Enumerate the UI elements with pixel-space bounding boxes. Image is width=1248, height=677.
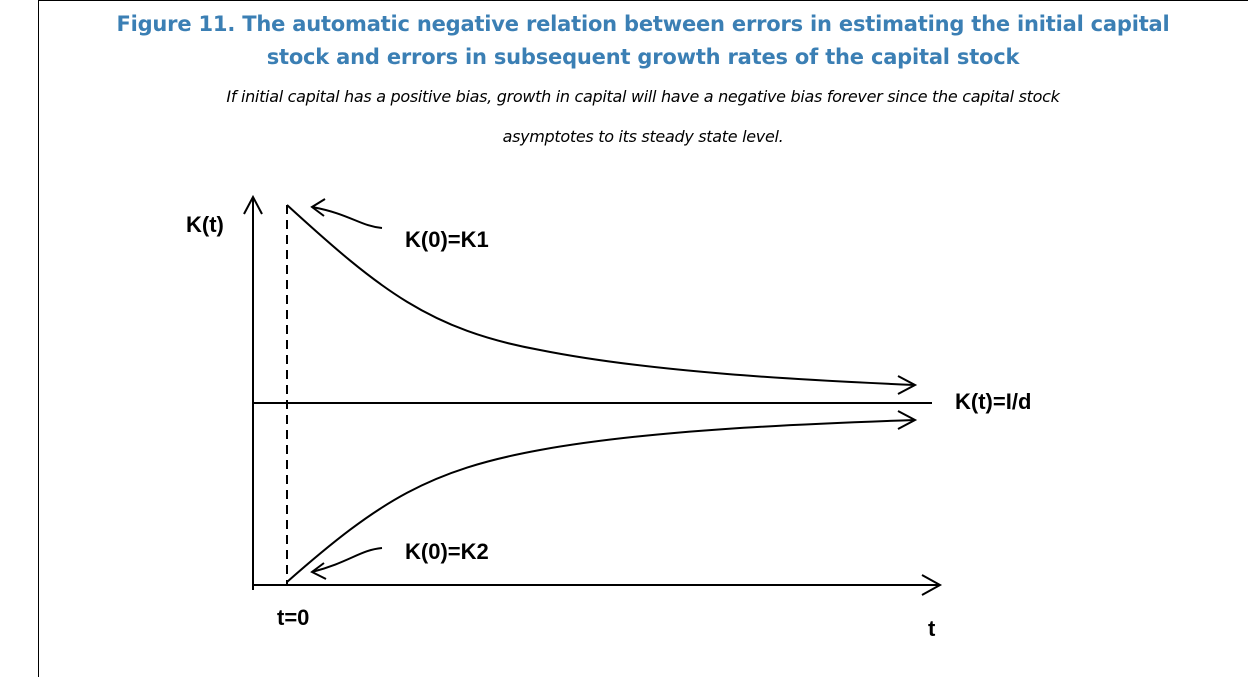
y-axis-arrow xyxy=(243,194,263,215)
steady-state-label: K(t)=I/d xyxy=(955,389,1031,414)
figure-title: Figure 11. The automatic negative relati… xyxy=(116,12,1170,36)
upper-curve xyxy=(286,204,916,386)
upper-curve-arrow xyxy=(897,375,918,395)
y-axis-label: K(t) xyxy=(186,212,224,237)
x-axis-arrow xyxy=(921,574,943,596)
pointer-arrow xyxy=(311,547,383,573)
lower-curve xyxy=(286,419,916,583)
figure-title: stock and errors in subsequent growth ra… xyxy=(266,45,1020,69)
lower-curve-label: K(0)=K2 xyxy=(405,539,489,564)
figure-frame xyxy=(38,0,1248,677)
figure-subtitle: asymptotes to its steady state level. xyxy=(502,127,784,146)
pointer-arrowhead xyxy=(310,198,326,217)
x-axis-label: t xyxy=(928,616,936,641)
origin-label: t=0 xyxy=(277,605,309,630)
lower-curve-arrow xyxy=(897,410,918,430)
pointer-arrowhead xyxy=(310,562,327,580)
figure-subtitle: If initial capital has a positive bias, … xyxy=(226,87,1060,106)
pointer-arrow xyxy=(311,206,383,229)
upper-curve-label: K(0)=K1 xyxy=(405,227,489,252)
